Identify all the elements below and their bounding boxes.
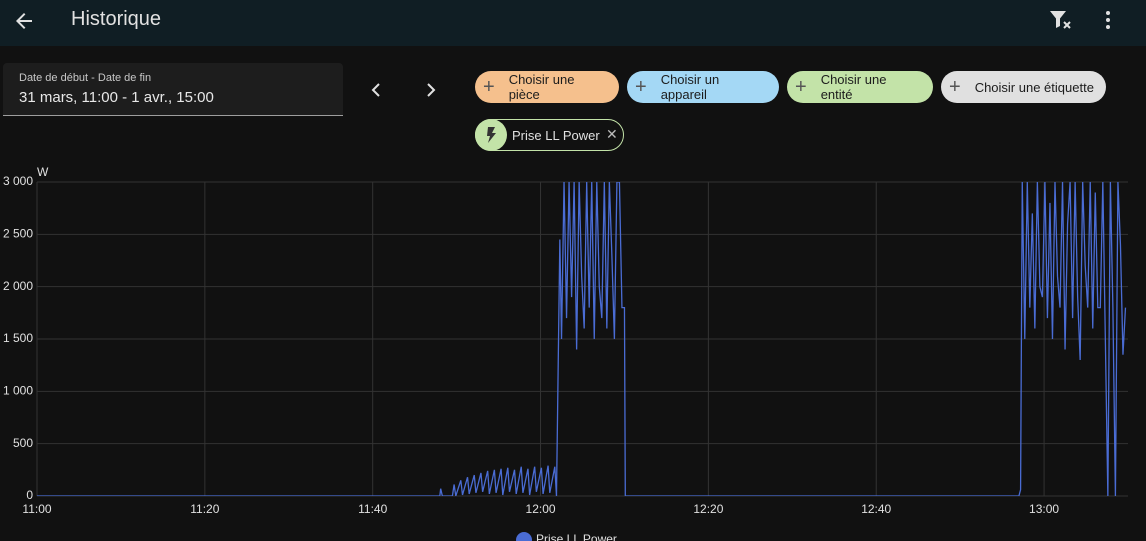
chip-label: Choisir un appareil	[660, 72, 720, 102]
clear-filter-button[interactable]	[1048, 8, 1074, 32]
x-tick-label: 13:00	[1029, 502, 1059, 516]
x-tick-label: 12:40	[861, 502, 891, 516]
previous-button[interactable]	[364, 78, 388, 102]
y-tick-label: 1 000	[3, 384, 33, 398]
more-button[interactable]	[1096, 8, 1120, 32]
back-button[interactable]	[12, 9, 36, 33]
x-tick-label: 12:20	[693, 502, 723, 516]
x-tick-label: 12:00	[526, 502, 556, 516]
x-tick-label: 11:00	[22, 502, 51, 516]
data-line	[37, 182, 1127, 496]
page-title: Historique	[71, 8, 162, 30]
y-tick-label: 2 000	[3, 279, 33, 293]
legend-label: Prise LL Power	[536, 532, 617, 541]
entity-icon	[475, 119, 507, 151]
chip-label: Choisir une entité	[820, 72, 887, 102]
chart: W 0 500 1 000 1 500 2 000 2 500 3 000 11:00 11:2…	[3, 165, 1128, 541]
y-tick-label: 3 000	[3, 174, 33, 188]
y-unit: W	[37, 165, 49, 179]
y-tick-label: 0	[26, 488, 33, 502]
x-tick-label: 11:40	[358, 502, 387, 516]
chip-label: Prise LL Power	[512, 128, 600, 143]
date-range-picker[interactable]: Date de début - Date de fin 31 mars, 11:…	[3, 63, 343, 116]
chip-label: Choisir une étiquette	[974, 79, 1094, 95]
x-tick-label: 11:20	[190, 502, 219, 516]
chip-label: Choisir une pièce	[508, 72, 575, 102]
area-chip[interactable]: + Choisir une pièce	[475, 71, 619, 103]
top-bar: Historique	[0, 0, 1146, 46]
y-tick-label: 500	[13, 436, 33, 450]
label-chip[interactable]: + Choisir une étiquette	[941, 71, 1106, 103]
legend-swatch	[516, 532, 532, 541]
remove-button[interactable]: ✕	[606, 126, 618, 142]
y-tick-label: 2 500	[3, 227, 33, 241]
y-tick-label: 1 500	[3, 331, 33, 345]
selected-entity-chip[interactable]: Prise LL Power ✕	[475, 119, 624, 151]
date-label: Date de début - Date de fin	[19, 72, 152, 84]
entity-chip[interactable]: + Choisir une entité	[787, 71, 933, 103]
device-chip[interactable]: + Choisir un appareil	[627, 71, 779, 103]
date-value: 31 mars, 11:00 - 1 avr., 15:00	[19, 89, 214, 106]
next-button[interactable]	[419, 78, 443, 102]
